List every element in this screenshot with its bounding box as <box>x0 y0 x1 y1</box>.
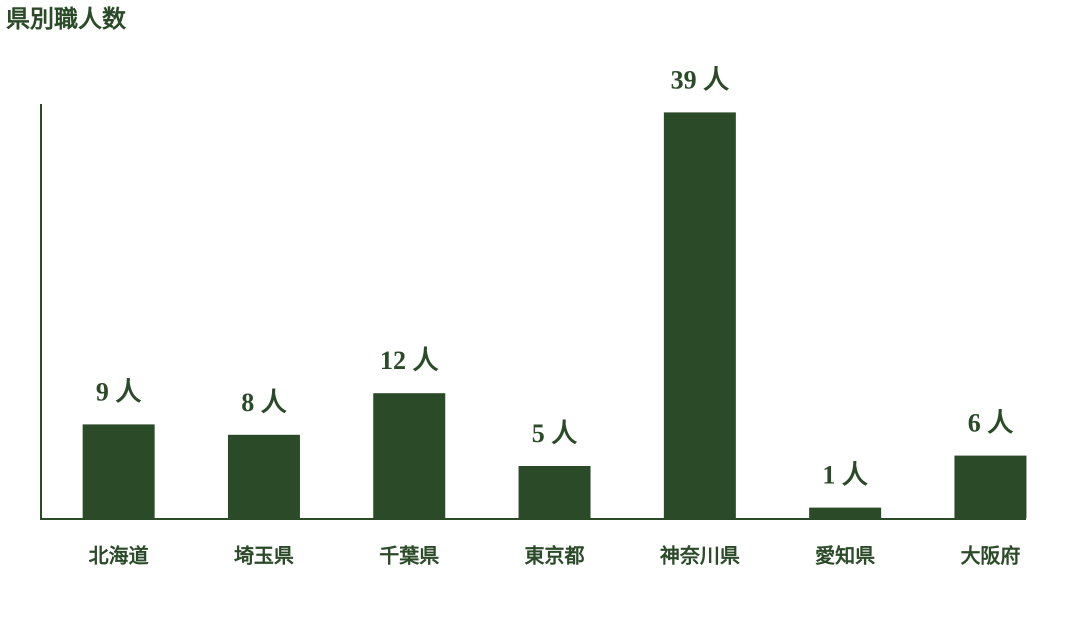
bar <box>518 466 591 518</box>
value-label: 5 人 <box>532 419 578 448</box>
bar <box>663 112 736 519</box>
x-tick-label: 愛知県 <box>815 544 875 568</box>
bar <box>809 507 882 518</box>
x-tick-label: 大阪府 <box>960 544 1020 568</box>
x-tick-label: 東京都 <box>525 544 585 568</box>
x-tick-label: 埼玉県 <box>234 544 294 568</box>
x-tick-label: 千葉県 <box>379 544 439 568</box>
x-tick-label: 北海道 <box>89 544 149 568</box>
bar <box>954 455 1027 518</box>
bar <box>82 424 155 518</box>
value-label: 39 人 <box>671 65 730 94</box>
value-label: 8 人 <box>241 388 287 417</box>
bar <box>227 434 300 518</box>
value-label: 12 人 <box>380 346 439 375</box>
value-label: 6 人 <box>968 409 1014 438</box>
bar <box>373 393 446 518</box>
value-label: 1 人 <box>822 461 868 490</box>
chart-title: 県別職人数 <box>6 5 127 33</box>
value-label: 9 人 <box>96 377 142 406</box>
x-tick-label: 神奈川県 <box>660 544 740 568</box>
